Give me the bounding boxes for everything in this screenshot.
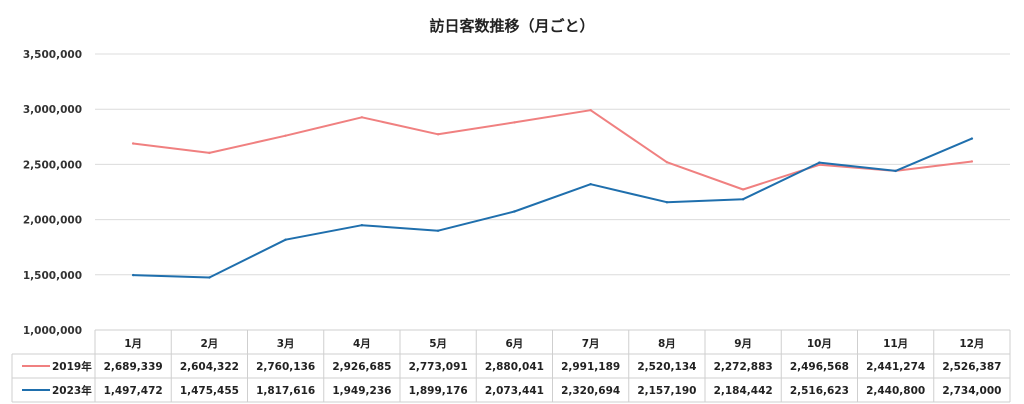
data-point (284, 134, 287, 137)
data-point (818, 161, 821, 164)
data-table-value: 2,520,134 (637, 361, 696, 373)
series-line (133, 137, 973, 279)
data-point (894, 169, 897, 173)
data-point (360, 224, 364, 227)
data-table-value: 2,516,623 (790, 385, 849, 397)
data-point (208, 151, 211, 155)
x-category-label: 8月 (658, 338, 676, 350)
x-category-label: 3月 (277, 338, 295, 350)
data-table-value: 1,949,236 (332, 385, 391, 397)
data-table-value: 2,604,322 (180, 361, 239, 373)
data-table-value: 2,272,883 (714, 361, 773, 373)
y-tick-label: 1,000,000 (23, 325, 82, 337)
data-point (436, 229, 440, 232)
series-lines (131, 108, 974, 279)
data-point (131, 273, 135, 277)
x-category-label: 2月 (200, 338, 218, 350)
data-table-value: 2,689,339 (104, 361, 163, 373)
y-axis-ticks: 3,500,000 3,000,000 2,500,000 2,000,000 1,50… (23, 49, 82, 337)
data-table-value: 1,899,176 (409, 385, 468, 397)
data-table-value: 2,880,041 (485, 361, 544, 373)
data-table-value: 2,526,387 (942, 361, 1001, 373)
data-table: 1月 2月 3月 4月 5月 6月 7月 8月 9月 10月 11月 12月 2019年 2,689,33… (11, 329, 1011, 403)
y-tick-label: 2,000,000 (23, 215, 82, 227)
x-category-label: 5月 (429, 338, 447, 350)
data-point (665, 201, 669, 204)
data-point (436, 133, 440, 136)
y-tick-label: 1,500,000 (23, 270, 82, 282)
data-table-value: 2,926,685 (332, 361, 391, 373)
data-point (665, 160, 669, 164)
data-table-value: 2,773,091 (409, 361, 468, 373)
y-tick-label: 3,000,000 (23, 104, 82, 116)
gridlines (95, 53, 1010, 276)
data-table-value: 2,440,800 (866, 385, 925, 397)
chart-title: 訪日客数推移（月ごと） (429, 17, 594, 35)
data-point (741, 198, 745, 201)
x-category-label: 6月 (505, 338, 523, 350)
data-point (513, 121, 516, 124)
data-table-value: 2,496,568 (790, 361, 849, 373)
data-table-value: 2,184,442 (714, 385, 773, 397)
x-category-label: 4月 (353, 338, 371, 350)
data-table-value: 2,073,441 (485, 385, 544, 397)
x-category-label: 10月 (807, 338, 832, 350)
data-table-value: 2,991,189 (561, 361, 620, 373)
data-point (818, 163, 821, 166)
series-line (132, 109, 973, 191)
data-point (589, 182, 592, 186)
data-table-value: 1,817,616 (256, 385, 315, 397)
data-table-value: 2,734,000 (942, 385, 1001, 397)
data-point (970, 160, 974, 163)
data-point (970, 137, 974, 140)
data-point (513, 210, 516, 213)
y-tick-label: 2,500,000 (23, 159, 82, 171)
x-category-label: 12月 (959, 338, 984, 350)
data-point (131, 142, 135, 145)
data-point (741, 188, 745, 191)
data-table-value: 2,320,694 (561, 385, 620, 397)
data-point (208, 276, 211, 279)
series-name: 2023年 (52, 384, 92, 397)
data-point (284, 238, 287, 241)
data-point (589, 108, 592, 112)
x-category-label: 7月 (582, 338, 600, 350)
data-table-value: 2,157,190 (637, 385, 696, 397)
x-category-label: 1月 (124, 338, 142, 350)
x-category-label: 9月 (734, 338, 752, 350)
data-point (360, 116, 364, 119)
data-table-value: 1,475,455 (180, 385, 239, 397)
x-category-label: 11月 (883, 338, 908, 350)
y-tick-label: 3,500,000 (23, 49, 82, 61)
data-table-value: 1,497,472 (104, 385, 163, 397)
data-table-value: 2,441,274 (866, 361, 925, 373)
series-name: 2019年 (52, 360, 92, 373)
data-table-value: 2,760,136 (256, 361, 315, 373)
